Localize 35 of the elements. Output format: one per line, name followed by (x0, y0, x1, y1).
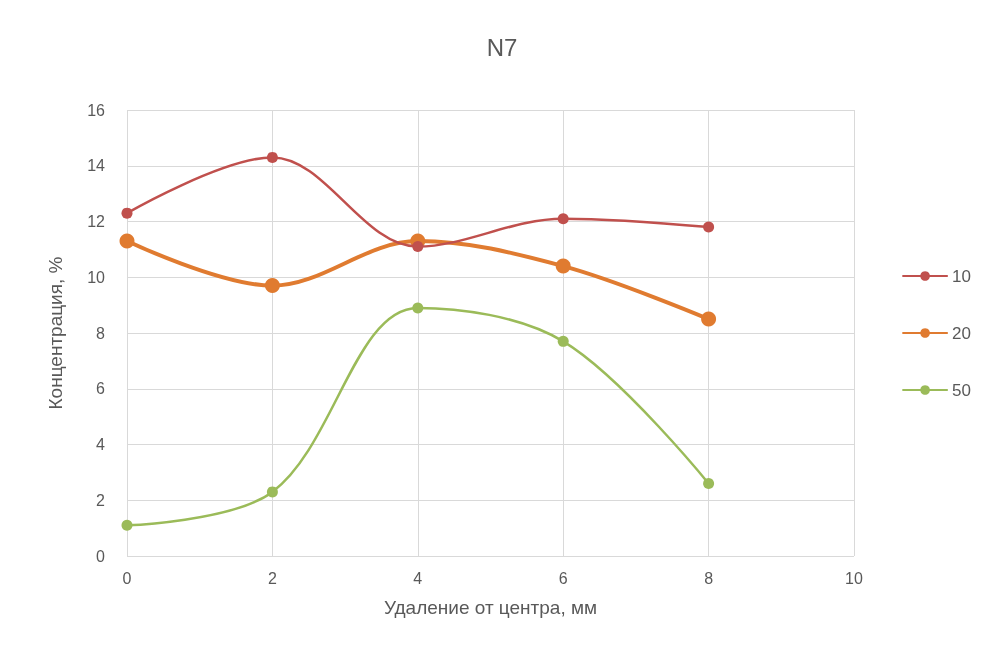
legend-label: 20 (952, 323, 972, 343)
y-tick-label: 2 (96, 491, 106, 509)
legend-label: 50 (952, 380, 972, 400)
x-tick-label: 2 (267, 569, 277, 587)
point (121, 207, 133, 219)
x-tick-label: 8 (704, 569, 714, 587)
y-tick-label: 8 (96, 324, 106, 342)
x-tick-label: 6 (558, 569, 568, 587)
x-tick-label: 10 (845, 569, 863, 587)
point (557, 335, 569, 347)
point (701, 311, 717, 327)
point (266, 151, 278, 163)
y-tick-label: 10 (87, 268, 106, 286)
point (412, 241, 424, 253)
y-tick-label: 6 (96, 380, 106, 398)
point (264, 278, 280, 294)
point (266, 486, 278, 498)
x-axis-title: Удаление от центра, мм (383, 597, 598, 618)
x-tick-label: 0 (122, 569, 132, 587)
legend-label: 10 (952, 266, 972, 286)
point (557, 213, 569, 225)
point (121, 519, 133, 531)
point (703, 478, 715, 490)
y-tick-label: 16 (87, 101, 106, 119)
y-axis-title: Концентрация, % (45, 256, 66, 410)
y-tick-label: 12 (87, 213, 106, 230)
point (412, 302, 424, 314)
point (703, 221, 715, 233)
y-tick-label: 0 (96, 547, 106, 565)
point (119, 233, 135, 249)
x-tick-label: 4 (413, 569, 423, 587)
y-tick-label: 14 (87, 157, 106, 175)
y-tick-label: 4 (96, 436, 106, 453)
chart-title: N7 (486, 33, 518, 61)
point (555, 258, 571, 274)
